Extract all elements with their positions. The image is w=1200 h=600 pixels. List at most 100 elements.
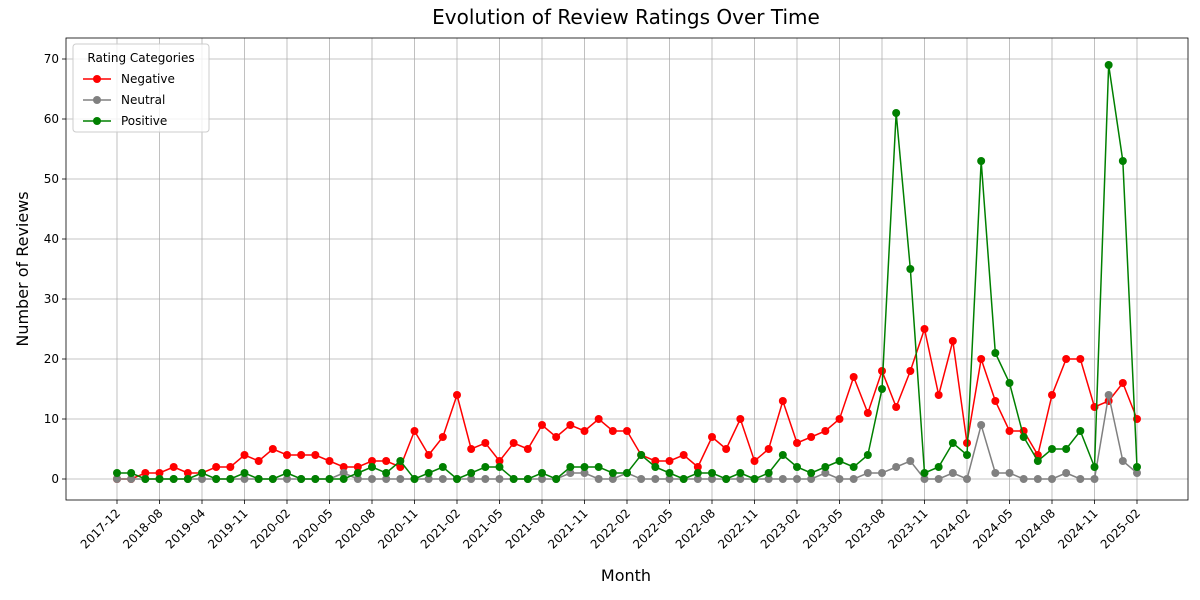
data-point — [665, 475, 674, 483]
data-point — [268, 475, 277, 483]
data-point — [1118, 157, 1127, 165]
data-point — [226, 463, 235, 471]
y-tick-label: 10 — [44, 412, 59, 426]
data-point — [495, 475, 504, 483]
x-tick-label: 2023-02 — [758, 506, 803, 551]
x-tick-label: 2023-05 — [800, 506, 845, 551]
data-point — [920, 475, 929, 483]
data-point — [467, 469, 476, 477]
y-tick-label: 70 — [44, 52, 59, 66]
data-point — [424, 475, 433, 483]
data-point — [807, 475, 816, 483]
data-point — [665, 457, 674, 465]
data-point — [736, 475, 745, 483]
data-point — [396, 475, 405, 483]
legend-marker — [93, 96, 101, 104]
data-point — [438, 463, 447, 471]
data-point — [311, 475, 320, 483]
data-point — [849, 463, 858, 471]
data-point — [339, 475, 348, 483]
data-point — [778, 475, 787, 483]
x-tick-label: 2022-11 — [715, 506, 760, 551]
x-tick-label: 2023-11 — [885, 506, 930, 551]
data-point — [240, 469, 249, 477]
data-point — [254, 457, 263, 465]
x-tick-label: 2025-02 — [1098, 506, 1143, 551]
data-point — [892, 463, 901, 471]
data-point — [481, 439, 490, 447]
legend-box — [72, 43, 210, 133]
data-point — [1104, 391, 1113, 399]
data-point — [991, 469, 1000, 477]
data-point — [892, 403, 901, 411]
data-point — [523, 475, 532, 483]
data-point — [438, 433, 447, 441]
data-point — [424, 469, 433, 477]
data-point — [835, 415, 844, 423]
data-point — [934, 475, 943, 483]
data-point — [297, 451, 306, 459]
data-point — [141, 469, 150, 477]
data-point — [183, 475, 192, 483]
data-point — [495, 457, 504, 465]
data-point — [977, 355, 986, 363]
chart-title: Evolution of Review Ratings Over Time — [432, 5, 820, 29]
data-point — [382, 457, 391, 465]
data-point — [552, 475, 561, 483]
x-tick-label: 2018-08 — [120, 506, 165, 551]
x-tick-label: 2021-08 — [503, 506, 548, 551]
data-point — [906, 457, 915, 465]
data-point — [325, 457, 334, 465]
data-point — [382, 475, 391, 483]
data-point — [863, 469, 872, 477]
data-point — [283, 451, 291, 459]
data-point — [750, 457, 759, 465]
data-point — [297, 475, 306, 483]
data-point — [878, 367, 886, 375]
data-point — [793, 475, 801, 483]
data-point — [580, 427, 589, 435]
y-tick-label: 60 — [44, 112, 59, 126]
data-point — [396, 463, 405, 471]
data-point — [481, 475, 490, 483]
x-tick-label: 2020-11 — [375, 506, 420, 551]
data-point — [906, 265, 915, 273]
data-point — [566, 421, 575, 429]
data-point — [1133, 469, 1141, 477]
data-point — [920, 325, 929, 333]
data-point — [1118, 457, 1127, 465]
data-point — [693, 475, 702, 483]
data-point — [396, 457, 405, 465]
x-tick-label: 2019-04 — [163, 506, 208, 551]
data-point — [863, 451, 872, 459]
x-axis-label: Month — [601, 566, 651, 585]
y-tick-label: 0 — [51, 472, 59, 486]
data-point — [523, 445, 532, 453]
data-point — [991, 397, 1000, 405]
data-point — [1019, 433, 1028, 441]
data-point — [991, 349, 1000, 357]
data-point — [878, 385, 886, 393]
x-tick-label: 2017-12 — [78, 506, 123, 551]
data-point — [453, 475, 461, 483]
data-point — [141, 475, 150, 483]
data-point — [722, 475, 731, 483]
data-point — [552, 433, 561, 441]
data-point — [977, 421, 986, 429]
legend-marker — [93, 75, 101, 83]
y-tick-label: 40 — [44, 232, 59, 246]
data-point — [693, 469, 702, 477]
data-point — [580, 469, 589, 477]
data-point — [1033, 475, 1042, 483]
data-point — [651, 463, 660, 471]
plot-frame — [65, 37, 1189, 501]
data-point — [1104, 61, 1113, 69]
data-point — [453, 391, 461, 399]
x-tick-label: 2022-08 — [673, 506, 718, 551]
data-point — [778, 397, 787, 405]
data-point — [566, 463, 575, 471]
data-point — [708, 475, 716, 483]
data-point — [863, 409, 872, 417]
data-point — [736, 469, 745, 477]
data-point — [268, 445, 277, 453]
